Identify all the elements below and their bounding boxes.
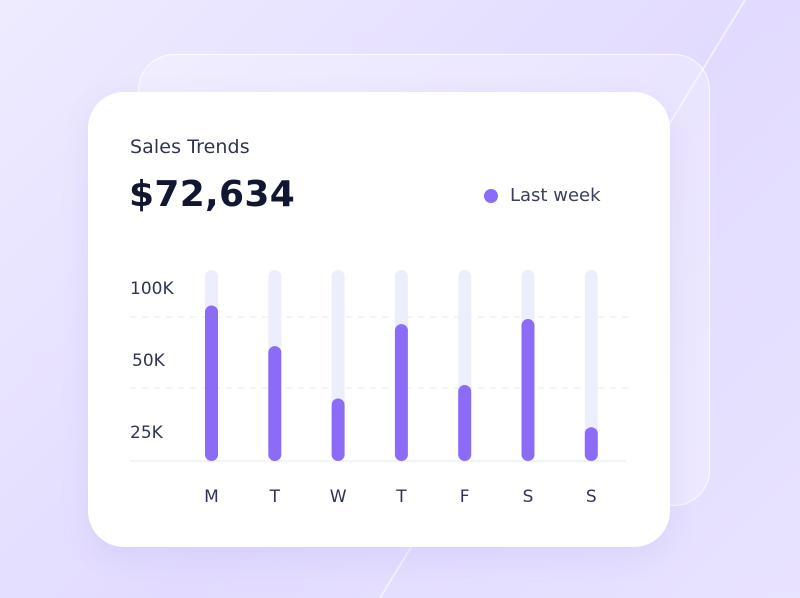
- y-tick-label: 25K: [130, 423, 164, 443]
- bar-3[interactable]: [394, 324, 408, 461]
- bar-6[interactable]: [584, 427, 598, 461]
- y-tick-label: 100K: [130, 279, 174, 299]
- sales-total: $72,634: [129, 174, 296, 215]
- bar-5[interactable]: [521, 319, 535, 461]
- x-tick-label: W: [330, 487, 347, 507]
- y-tick-label: 50K: [132, 351, 166, 371]
- sales-trends-card: Sales Trends $72,634 Last week 100K 50K 25…: [88, 92, 670, 547]
- chart-legend: Last week: [484, 185, 601, 206]
- x-tick-label: S: [523, 487, 534, 507]
- x-tick-label: T: [269, 487, 281, 507]
- bar-track: [584, 270, 598, 461]
- sales-bar-chart: 100K 50K 25K M T W T F S S: [130, 270, 630, 507]
- bar-0[interactable]: [205, 305, 218, 461]
- x-tick-label: F: [460, 487, 470, 507]
- bar-1[interactable]: [268, 346, 282, 461]
- card-title: Sales Trends: [130, 136, 250, 158]
- legend-dot-icon: [484, 188, 498, 203]
- bar-4[interactable]: [458, 384, 472, 461]
- x-tick-label: M: [204, 487, 219, 507]
- x-tick-label: S: [586, 487, 597, 507]
- legend-label: Last week: [510, 185, 601, 206]
- bar-2[interactable]: [331, 398, 345, 461]
- x-tick-label: T: [395, 487, 407, 507]
